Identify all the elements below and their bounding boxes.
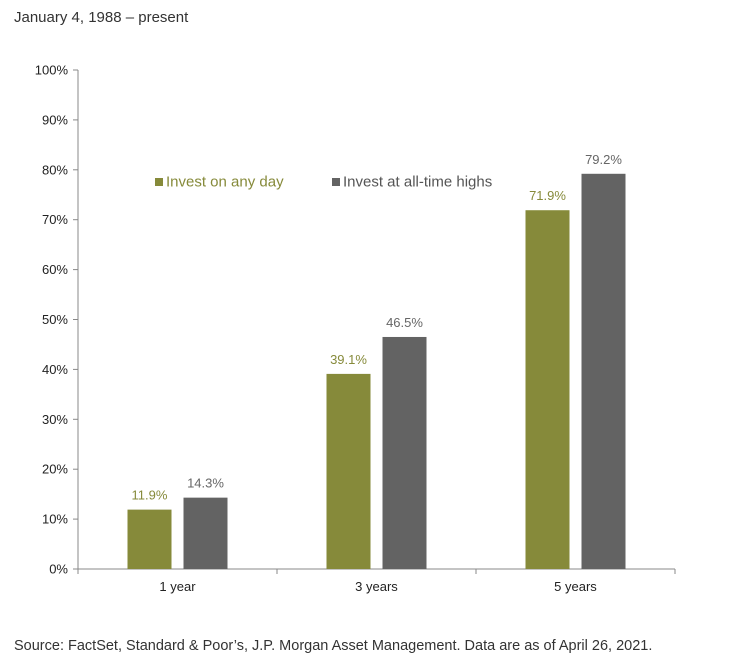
legend-swatch (155, 178, 163, 186)
bar-data-label: 71.9% (529, 188, 566, 203)
chart-legend: Invest on any day Invest at all-time high… (155, 174, 492, 191)
bar-data-label: 46.5% (386, 315, 423, 330)
bar (183, 497, 228, 569)
x-category-label: 1 year (159, 579, 196, 594)
bar (525, 210, 570, 569)
y-tick-label: 70% (42, 212, 68, 227)
y-tick-label: 20% (42, 462, 68, 477)
bar-data-label: 11.9% (132, 488, 168, 503)
y-tick-label: 80% (42, 162, 68, 177)
bar-data-label: 79.2% (585, 152, 622, 167)
y-tick-label: 90% (42, 112, 68, 127)
y-tick-label: 10% (42, 512, 68, 527)
x-category-label: 5 years (554, 579, 597, 594)
bar (382, 336, 427, 569)
chart-axes: 0% 10% 20% 30% 40% 50% 60% 70% 80% 90% 100% 1 year 3… (35, 63, 676, 594)
bar-data-label: 14.3% (187, 476, 224, 491)
bar-chart: 0% 10% 20% 30% 40% 50% 60% 70% 80% 90% 100% 1 year 3… (35, 63, 676, 594)
legend-label: Invest on any day (166, 174, 284, 191)
chart-subtitle: January 4, 1988 – present (14, 9, 189, 26)
legend-swatch (332, 178, 340, 186)
y-tick-label: 60% (42, 262, 68, 277)
bar-data-label: 39.1% (330, 352, 367, 367)
y-tick-label: 50% (42, 312, 68, 327)
bar (326, 373, 371, 569)
x-category-label: 3 years (355, 579, 398, 594)
y-tick-label: 30% (42, 412, 68, 427)
legend-label: Invest at all-time highs (343, 174, 492, 191)
y-tick-label: 40% (42, 362, 68, 377)
y-tick-label: 0% (49, 562, 68, 577)
chart-bars: 11.9% 14.3% 39.1% 46.5% 71.9% 79.2% (127, 152, 626, 570)
y-tick-label: 100% (35, 63, 69, 78)
bar (581, 173, 626, 570)
source-note: Source: FactSet, Standard & Poor’s, J.P.… (14, 638, 653, 654)
bar (127, 509, 172, 569)
